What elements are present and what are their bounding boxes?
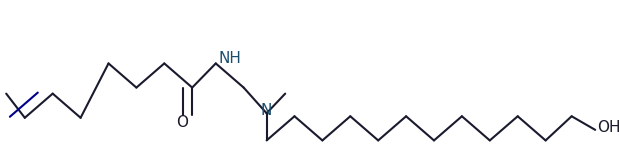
Text: O: O (176, 115, 188, 130)
Text: NH: NH (218, 51, 241, 66)
Text: N: N (261, 103, 272, 118)
Text: OH: OH (597, 120, 620, 135)
